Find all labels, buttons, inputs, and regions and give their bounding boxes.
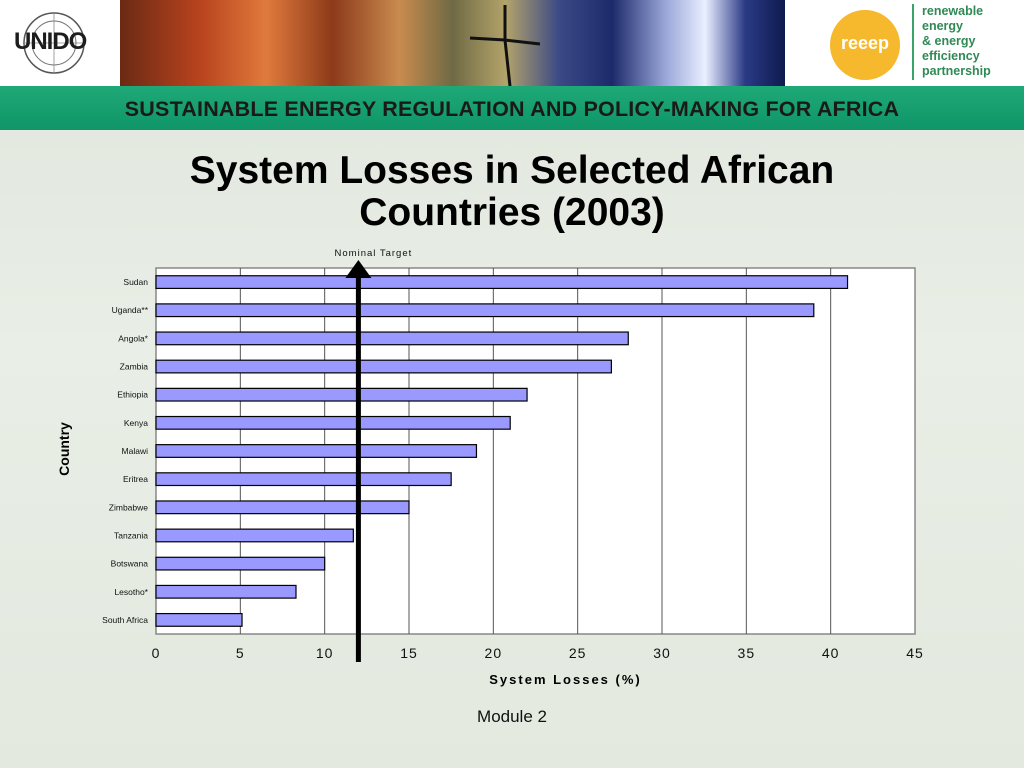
category-label: Angola* (118, 333, 148, 343)
category-label: Botswana (111, 559, 149, 569)
x-tick-label: 25 (569, 645, 587, 661)
bar (155, 275, 849, 290)
unido-wordmark: UNIDO (14, 28, 87, 55)
x-tick-label: 0 (152, 645, 161, 661)
slide-title-line: Countries (2003) (359, 191, 665, 234)
category-label: Uganda** (112, 305, 149, 315)
bar (155, 528, 354, 543)
reeep-tagline-line: efficiency (922, 49, 980, 63)
category-label: Eritrea (123, 474, 148, 484)
bar (155, 303, 815, 318)
nominal-target-arrowhead (345, 260, 372, 278)
slide-footer: Module 2 (477, 707, 547, 726)
x-tick-label: 5 (236, 645, 245, 661)
reeep-tagline-line: renewable (922, 4, 984, 18)
bar (155, 500, 410, 515)
bar (155, 472, 452, 487)
bar (155, 415, 511, 430)
bar (155, 612, 243, 627)
category-label: Lesotho* (114, 587, 148, 597)
header-photo-collage (120, 0, 785, 87)
reeep-tagline: renewable energy & energy efficiency par… (922, 4, 991, 79)
program-band (0, 86, 1024, 130)
category-label: Zimbabwe (109, 502, 148, 512)
x-tick-label: 15 (400, 645, 418, 661)
reeep-divider (912, 4, 914, 80)
category-label: Zambia (120, 362, 149, 372)
x-axis-title: System Losses (%) (489, 672, 642, 687)
bar (155, 444, 478, 458)
header-banner: UNIDO reeep renewable energy & energy ef… (0, 0, 1024, 87)
reeep-logo-circle (830, 10, 900, 80)
reeep-logo-word: reeep (840, 33, 890, 53)
system-losses-chart: Sudan Uganda** Angola* Zambia Ethiopia Kenya M… (56, 248, 924, 687)
un-emblem-icon (23, 12, 85, 74)
category-label: Sudan (123, 277, 148, 287)
x-tick-label: 35 (738, 645, 756, 661)
category-label: Ethiopia (117, 390, 148, 400)
x-tick-label: 40 (822, 645, 840, 661)
bar (155, 584, 297, 599)
program-title: SUSTAINABLE ENERGY REGULATION AND POLICY… (124, 97, 900, 121)
x-tick-label: 20 (485, 645, 503, 661)
slide-title: System Losses in Selected African Countr… (0, 150, 1024, 234)
unido-logo: UNIDO (0, 0, 120, 86)
x-tick-label: 30 (653, 645, 671, 661)
category-label: Tanzania (114, 530, 148, 540)
reeep-tagline-line: & energy (922, 34, 976, 48)
bar (155, 359, 612, 374)
reeep-tagline-line: partnership (922, 64, 991, 78)
x-tick-label: 45 (906, 645, 924, 661)
x-tick-label: 10 (316, 645, 334, 661)
reeep-logo (785, 0, 1024, 86)
wind-turbine-icon (469, 5, 541, 87)
bar (155, 556, 326, 571)
category-label: Malawi (122, 446, 149, 456)
category-label: Kenya (124, 418, 148, 428)
bar (155, 331, 629, 346)
nominal-target-label: Nominal Target (335, 248, 413, 259)
bar (155, 387, 528, 402)
y-axis-title: Country (56, 422, 72, 476)
category-label: South Africa (102, 615, 148, 625)
slide-title-line: System Losses in Selected African (189, 149, 835, 192)
reeep-tagline-line: energy (922, 19, 963, 33)
